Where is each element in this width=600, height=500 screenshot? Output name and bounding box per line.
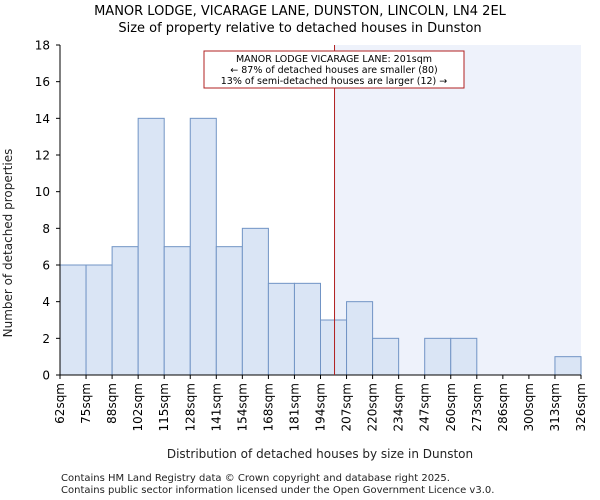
x-tick-label: 260sqm [444, 383, 458, 431]
annotation-box [203, 50, 465, 89]
x-tick-label: 128sqm [183, 383, 197, 431]
x-tick-label: 273sqm [470, 383, 484, 431]
x-tick-label: 75sqm [79, 383, 93, 424]
footer-line2: Contains public sector information licen… [61, 485, 495, 496]
y-tick-label: 6 [42, 259, 50, 273]
x-tick-label: 194sqm [314, 383, 328, 431]
y-tick-label: 16 [35, 75, 50, 89]
x-tick-label: 247sqm [418, 383, 432, 431]
larger-region-shade [334, 45, 581, 375]
annotation-line3: 13% of semi-detached houses are larger (… [221, 76, 448, 87]
x-tick-label: 102sqm [131, 383, 145, 431]
chart-title-line1: MANOR LODGE, VICARAGE LANE, DUNSTON, LIN… [94, 4, 506, 19]
x-tick-label: 300sqm [522, 383, 536, 431]
y-tick-label: 12 [35, 149, 50, 163]
y-tick-label: 2 [42, 332, 50, 346]
histogram-bar [450, 337, 478, 376]
histogram-bar [241, 227, 269, 376]
y-tick-label: 0 [42, 369, 50, 383]
histogram-bar [293, 282, 322, 376]
footer-line1: Contains HM Land Registry data © Crown c… [61, 473, 450, 484]
histogram-bar [111, 246, 139, 376]
y-tick-label: 14 [35, 112, 50, 126]
histogram-bar [320, 319, 348, 376]
x-tick-label: 286sqm [496, 383, 510, 431]
histogram-bar [85, 264, 113, 376]
y-tick-label: 4 [42, 295, 50, 309]
histogram-bar [346, 301, 374, 376]
x-tick-label: 115sqm [157, 383, 171, 431]
histogram-bar [267, 282, 295, 376]
x-tick-label: 326sqm [574, 383, 588, 431]
x-tick-label: 181sqm [287, 383, 301, 431]
x-tick-label: 154sqm [235, 383, 249, 431]
x-tick-label: 220sqm [366, 383, 380, 431]
x-tick-label: 313sqm [548, 383, 562, 431]
x-tick-label: 141sqm [209, 383, 223, 431]
histogram-bar [189, 117, 217, 376]
x-tick-label: 207sqm [340, 383, 354, 431]
histogram-bar [137, 117, 165, 376]
histogram-bar [163, 246, 191, 376]
x-axis-label: Distribution of detached houses by size … [167, 447, 473, 461]
chart-title-line2: Size of property relative to detached ho… [118, 21, 482, 36]
x-tick-label: 88sqm [105, 383, 119, 424]
annotation-line1: MANOR LODGE VICARAGE LANE: 201sqm [236, 54, 432, 65]
histogram-bar [424, 337, 452, 376]
histogram-bar [215, 246, 243, 376]
histogram-bar [554, 356, 582, 376]
y-tick-label: 8 [42, 222, 50, 236]
annotation-line2: ← 87% of detached houses are smaller (80… [230, 65, 437, 76]
y-axis-label: Number of detached properties [1, 149, 15, 338]
histogram-bar [372, 337, 400, 376]
y-tick-label: 18 [35, 39, 50, 53]
y-tick-label: 10 [35, 185, 50, 199]
x-tick-label: 168sqm [261, 383, 275, 431]
histogram-bar [59, 264, 87, 376]
x-tick-label: 234sqm [392, 383, 406, 431]
x-tick-label: 62sqm [53, 383, 67, 424]
